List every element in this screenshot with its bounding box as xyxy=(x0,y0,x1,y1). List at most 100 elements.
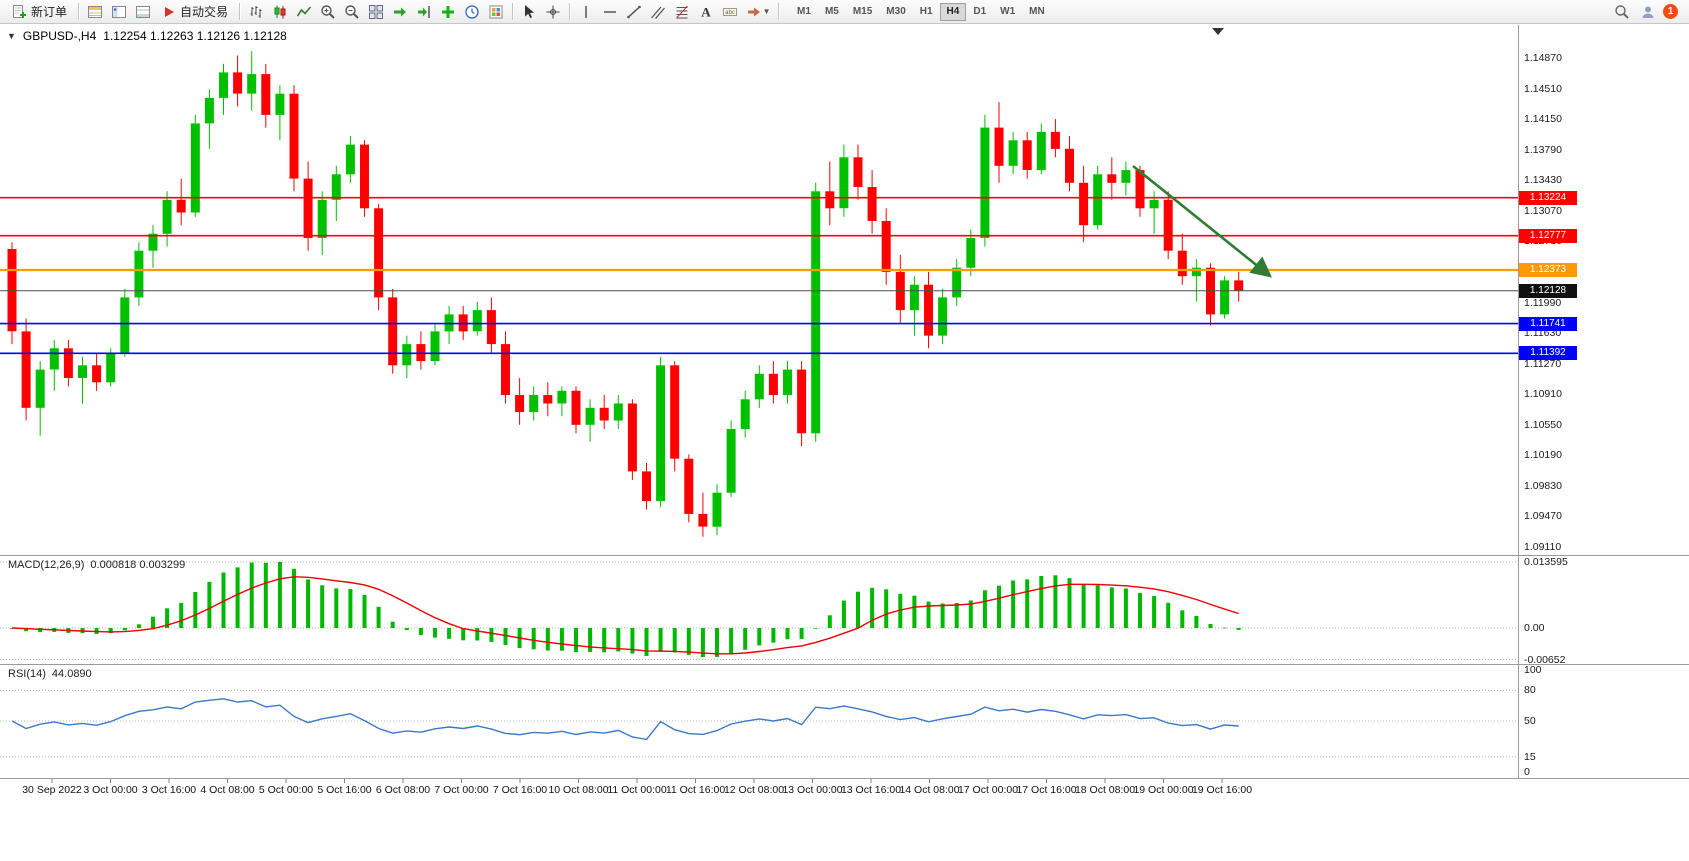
macd-bar xyxy=(771,628,776,643)
chart-shift-button[interactable] xyxy=(413,2,435,22)
crosshair-icon xyxy=(546,5,560,18)
macd-histogram xyxy=(10,562,1241,657)
timeframe-button-w1[interactable]: W1 xyxy=(993,3,1022,21)
candle-body xyxy=(613,403,623,421)
chart-symbol-title: GBPUSD-,H4 xyxy=(22,29,97,43)
market-watch-button[interactable] xyxy=(84,2,106,22)
macd-bar xyxy=(489,628,494,642)
macd-bar xyxy=(122,628,127,631)
macd-bar xyxy=(235,567,240,628)
timeframe-button-mn[interactable]: MN xyxy=(1022,3,1052,21)
horizontal-line-tool[interactable] xyxy=(599,2,621,22)
macd-bar xyxy=(1081,584,1086,628)
candle-body xyxy=(909,284,919,311)
new-order-button[interactable]: 新订单 xyxy=(5,2,73,22)
svg-text:A: A xyxy=(701,4,711,19)
bar-chart-button[interactable] xyxy=(245,2,267,22)
candle-body xyxy=(219,72,228,98)
rsi-axis-label: 15 xyxy=(1524,750,1536,763)
crosshair-button[interactable] xyxy=(542,2,564,22)
candle-body xyxy=(1121,170,1131,183)
timeframe-button-m15[interactable]: M15 xyxy=(846,3,879,21)
notification-badge[interactable]: 1 xyxy=(1663,4,1678,19)
candle-body xyxy=(585,407,595,425)
zoom-in-button[interactable] xyxy=(317,2,339,22)
timeframe-button-h4[interactable]: H4 xyxy=(939,2,967,21)
macd-bar xyxy=(461,628,466,641)
time-axis-label: 7 Oct 00:00 xyxy=(434,784,489,796)
cursor-button[interactable] xyxy=(518,2,540,22)
macd-bar xyxy=(898,593,903,628)
candle-body xyxy=(543,395,553,404)
macd-bar xyxy=(221,572,226,628)
candle-body xyxy=(1036,131,1046,171)
macd-axis-label: 0.013595 xyxy=(1524,556,1568,568)
candle-body xyxy=(768,373,778,395)
price-axis-label: 1.11270 xyxy=(1524,357,1562,370)
macd-bar xyxy=(376,606,381,628)
timeframe-button-m1[interactable]: M1 xyxy=(790,3,818,21)
candle-body xyxy=(190,123,200,213)
timeframe-button-m5[interactable]: M5 xyxy=(818,3,846,21)
candle-body xyxy=(1220,280,1230,315)
autotrading-button[interactable]: 自动交易 xyxy=(156,2,234,22)
macd-bar xyxy=(870,587,875,628)
trendline-tool[interactable] xyxy=(623,2,645,22)
price-line-badge: 1.13224 xyxy=(1519,190,1577,205)
time-axis-label: 19 Oct 00:00 xyxy=(1133,784,1194,796)
trend-arrow-object[interactable] xyxy=(1132,164,1273,278)
text-tool[interactable]: A xyxy=(695,2,717,22)
fibonacci-tool[interactable] xyxy=(671,2,693,22)
candlestick-chart-button[interactable] xyxy=(269,2,291,22)
vertical-line-tool[interactable] xyxy=(575,2,597,22)
auto-scroll-button[interactable] xyxy=(389,2,411,22)
terminal-button[interactable] xyxy=(132,2,154,22)
price-axis-label: 1.10190 xyxy=(1524,449,1562,462)
tile-windows-button[interactable] xyxy=(365,2,387,22)
candle-body xyxy=(1107,174,1117,183)
price-axis-label: 1.13430 xyxy=(1524,174,1562,187)
periods-button[interactable] xyxy=(461,2,483,22)
time-axis-label: 3 Oct 00:00 xyxy=(83,784,138,796)
time-axis-label: 12 Oct 08:00 xyxy=(723,784,785,796)
templates-button[interactable] xyxy=(485,2,507,22)
macd-bar xyxy=(968,600,973,628)
rsi-value: 44.0890 xyxy=(51,668,92,680)
search-button[interactable] xyxy=(1611,2,1633,22)
rsi-line xyxy=(11,698,1239,741)
candle-body xyxy=(331,174,341,200)
text-label-tool[interactable]: abc xyxy=(719,2,741,22)
new-order-icon xyxy=(13,4,26,18)
macd-bar xyxy=(1053,575,1058,628)
candle-body xyxy=(839,157,849,209)
channel-tool[interactable] xyxy=(647,2,669,22)
macd-bar xyxy=(418,628,423,636)
community-button[interactable] xyxy=(1637,2,1659,22)
candle-body xyxy=(275,93,285,115)
text-icon: A xyxy=(701,4,711,19)
one-click-trading-toggle[interactable]: ▼ xyxy=(7,31,16,41)
macd-bar xyxy=(334,588,339,628)
navigator-button[interactable] xyxy=(108,2,130,22)
timeframe-button-h1[interactable]: H1 xyxy=(913,3,940,21)
candle-body xyxy=(726,429,736,493)
timeframe-group: M1 M5 M15 M30 H1 H4 D1 W1 MN xyxy=(790,2,1052,21)
candle-body xyxy=(754,373,764,400)
candle-body xyxy=(740,399,750,429)
candle-body xyxy=(35,369,45,408)
candle-body xyxy=(1008,140,1018,166)
add-indicator-button[interactable] xyxy=(437,2,459,22)
zoom-out-button[interactable] xyxy=(341,2,363,22)
time-axis-label: 5 Oct 16:00 xyxy=(317,784,372,796)
candle-body xyxy=(797,369,807,434)
candle-body xyxy=(247,74,257,94)
candle-body xyxy=(1065,148,1074,183)
chart-shift-marker[interactable] xyxy=(1212,28,1224,35)
line-chart-button[interactable] xyxy=(293,2,315,22)
timeframe-button-d1[interactable]: D1 xyxy=(966,3,993,21)
arrows-tool[interactable]: ▼ xyxy=(743,2,773,22)
timeframe-button-m30[interactable]: M30 xyxy=(879,3,912,21)
price-axis-label: 1.14510 xyxy=(1524,82,1562,95)
